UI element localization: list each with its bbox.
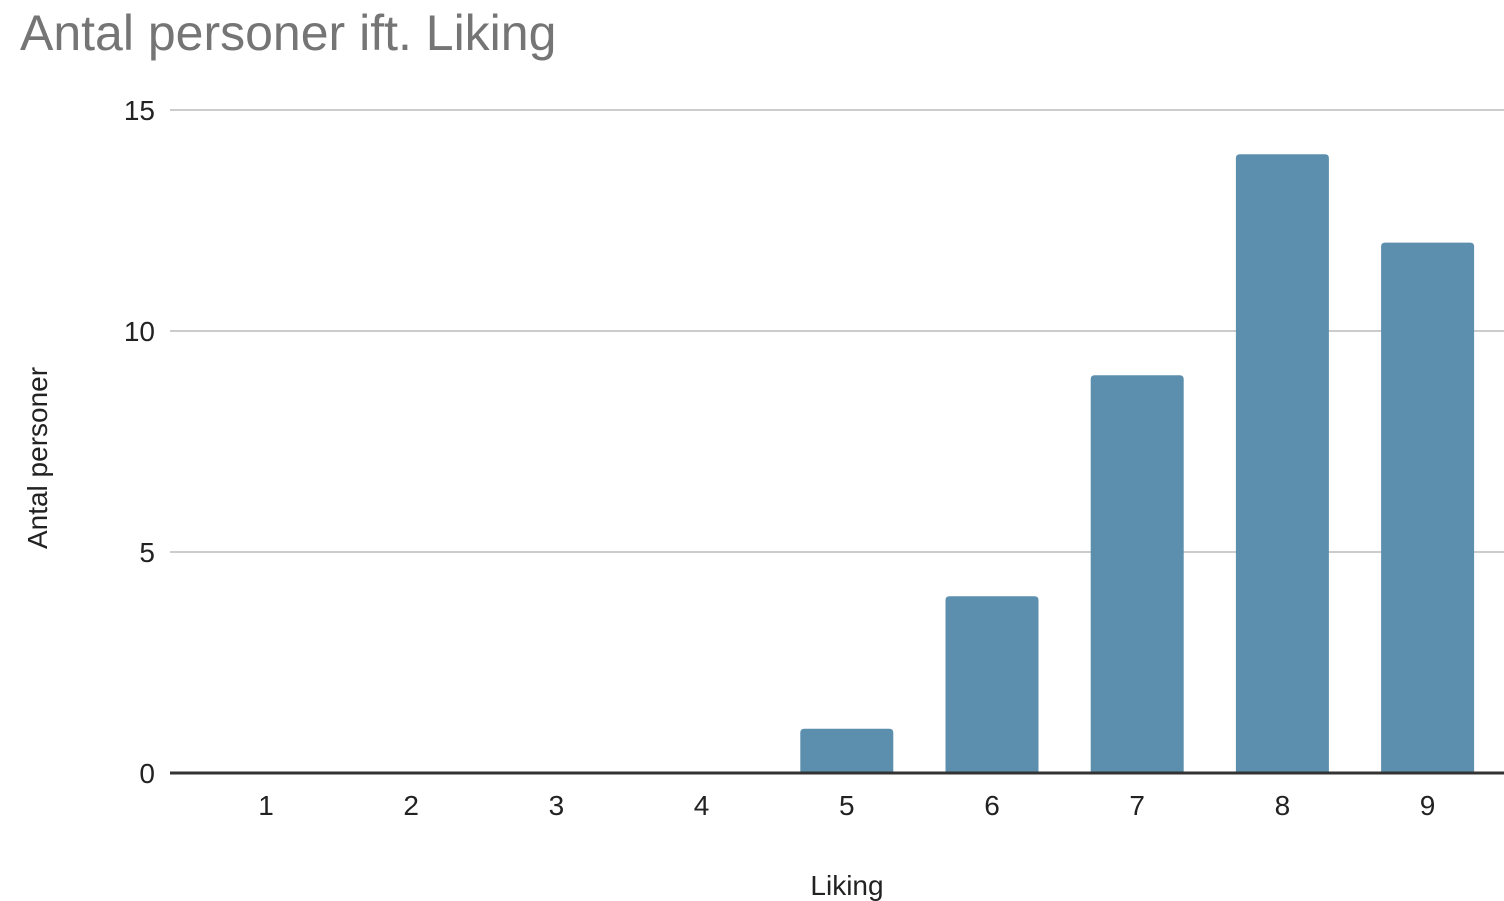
- bar-6: [945, 596, 1039, 773]
- x-axis-ticks: 1 2 3 4 5 6 7 8 9: [258, 790, 1435, 821]
- x-tick-label: 2: [403, 790, 419, 821]
- y-tick-label: 0: [139, 758, 155, 789]
- bar-8: [1235, 154, 1329, 773]
- x-tick-label: 1: [258, 790, 274, 821]
- y-axis-ticks: 0 5 10 15: [124, 95, 155, 789]
- chart-title: Antal personer ift. Liking: [20, 5, 557, 61]
- bar-7: [1090, 375, 1184, 773]
- x-tick-label: 4: [694, 790, 710, 821]
- x-tick-label: 3: [549, 790, 565, 821]
- x-tick-label: 9: [1420, 790, 1436, 821]
- x-axis-title: Liking: [810, 870, 883, 901]
- bars: [170, 154, 1504, 775]
- x-tick-label: 7: [1129, 790, 1145, 821]
- bar-5: [800, 728, 894, 773]
- y-tick-label: 10: [124, 316, 155, 347]
- x-tick-label: 8: [1275, 790, 1291, 821]
- y-tick-label: 5: [139, 537, 155, 568]
- x-tick-label: 6: [984, 790, 1000, 821]
- bar-9: [1381, 242, 1475, 774]
- y-tick-label: 15: [124, 95, 155, 126]
- x-tick-label: 5: [839, 790, 855, 821]
- y-axis-title: Antal personer: [22, 367, 53, 549]
